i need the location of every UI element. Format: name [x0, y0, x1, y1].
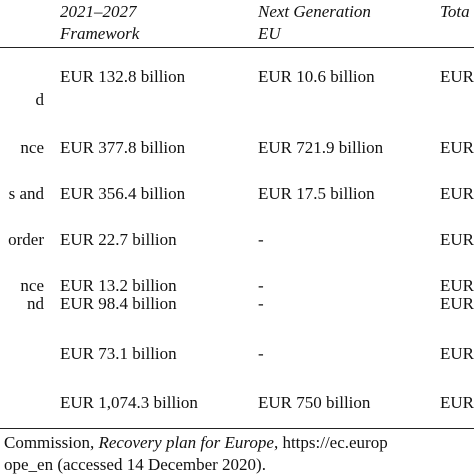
- column-header: Next Generation: [258, 2, 371, 21]
- table-cell: EUR 377.8 billion: [60, 138, 186, 157]
- table-cell: EUR: [440, 184, 474, 203]
- row-label: d: [35, 90, 45, 109]
- table-bottom-rule: [0, 428, 474, 429]
- table-cell: EUR 356.4 billion: [60, 184, 186, 203]
- table-cell: -: [258, 276, 264, 295]
- table-cell: EUR: [440, 276, 474, 295]
- table-cell: EUR 10.6 billion: [258, 67, 375, 86]
- table-cell: EUR 721.9 billion: [258, 138, 384, 157]
- column-header: Tota: [440, 2, 470, 21]
- column-header: EU: [258, 24, 281, 43]
- table-cell: EUR: [440, 230, 474, 249]
- row-label: nd: [27, 294, 44, 313]
- table-cell: EUR 73.1 billion: [60, 344, 177, 363]
- footnote-line: Commission, Recovery plan for Europe, ht…: [4, 433, 388, 453]
- table-cell: EUR 750 billion: [258, 393, 371, 412]
- footnote-title: Recovery plan for Europe: [98, 433, 274, 452]
- table-cell: EUR 17.5 billion: [258, 184, 375, 203]
- row-label: nce: [20, 276, 44, 295]
- row-label: order: [8, 230, 44, 249]
- footnote-text: Commission,: [4, 433, 99, 452]
- column-header: 2021–2027: [60, 2, 137, 21]
- table-cell: EUR 132.8 billion: [60, 67, 186, 86]
- table-cell: -: [258, 230, 264, 249]
- table-cell: EUR 13.2 billion: [60, 276, 177, 295]
- table-cell: EUR 22.7 billion: [60, 230, 177, 249]
- table-cell: EUR: [440, 294, 474, 313]
- footnote-line: ope_en (accessed 14 December 2020).: [4, 455, 266, 474]
- table-cell: EUR: [440, 344, 474, 363]
- table-cell: -: [258, 344, 264, 363]
- row-label: nce: [20, 138, 44, 157]
- table-cell: -: [258, 294, 264, 313]
- table-cell: EUR: [440, 393, 474, 412]
- column-header: Framework: [60, 24, 140, 43]
- footnote-text: , https://ec.europ: [273, 433, 388, 452]
- table-cell: EUR: [440, 138, 474, 157]
- header-rule: [0, 47, 474, 48]
- table-cell: EUR 98.4 billion: [60, 294, 177, 313]
- table-cell: EUR: [440, 67, 474, 86]
- row-label: s and: [8, 184, 44, 203]
- table-cell: EUR 1,074.3 billion: [60, 393, 198, 412]
